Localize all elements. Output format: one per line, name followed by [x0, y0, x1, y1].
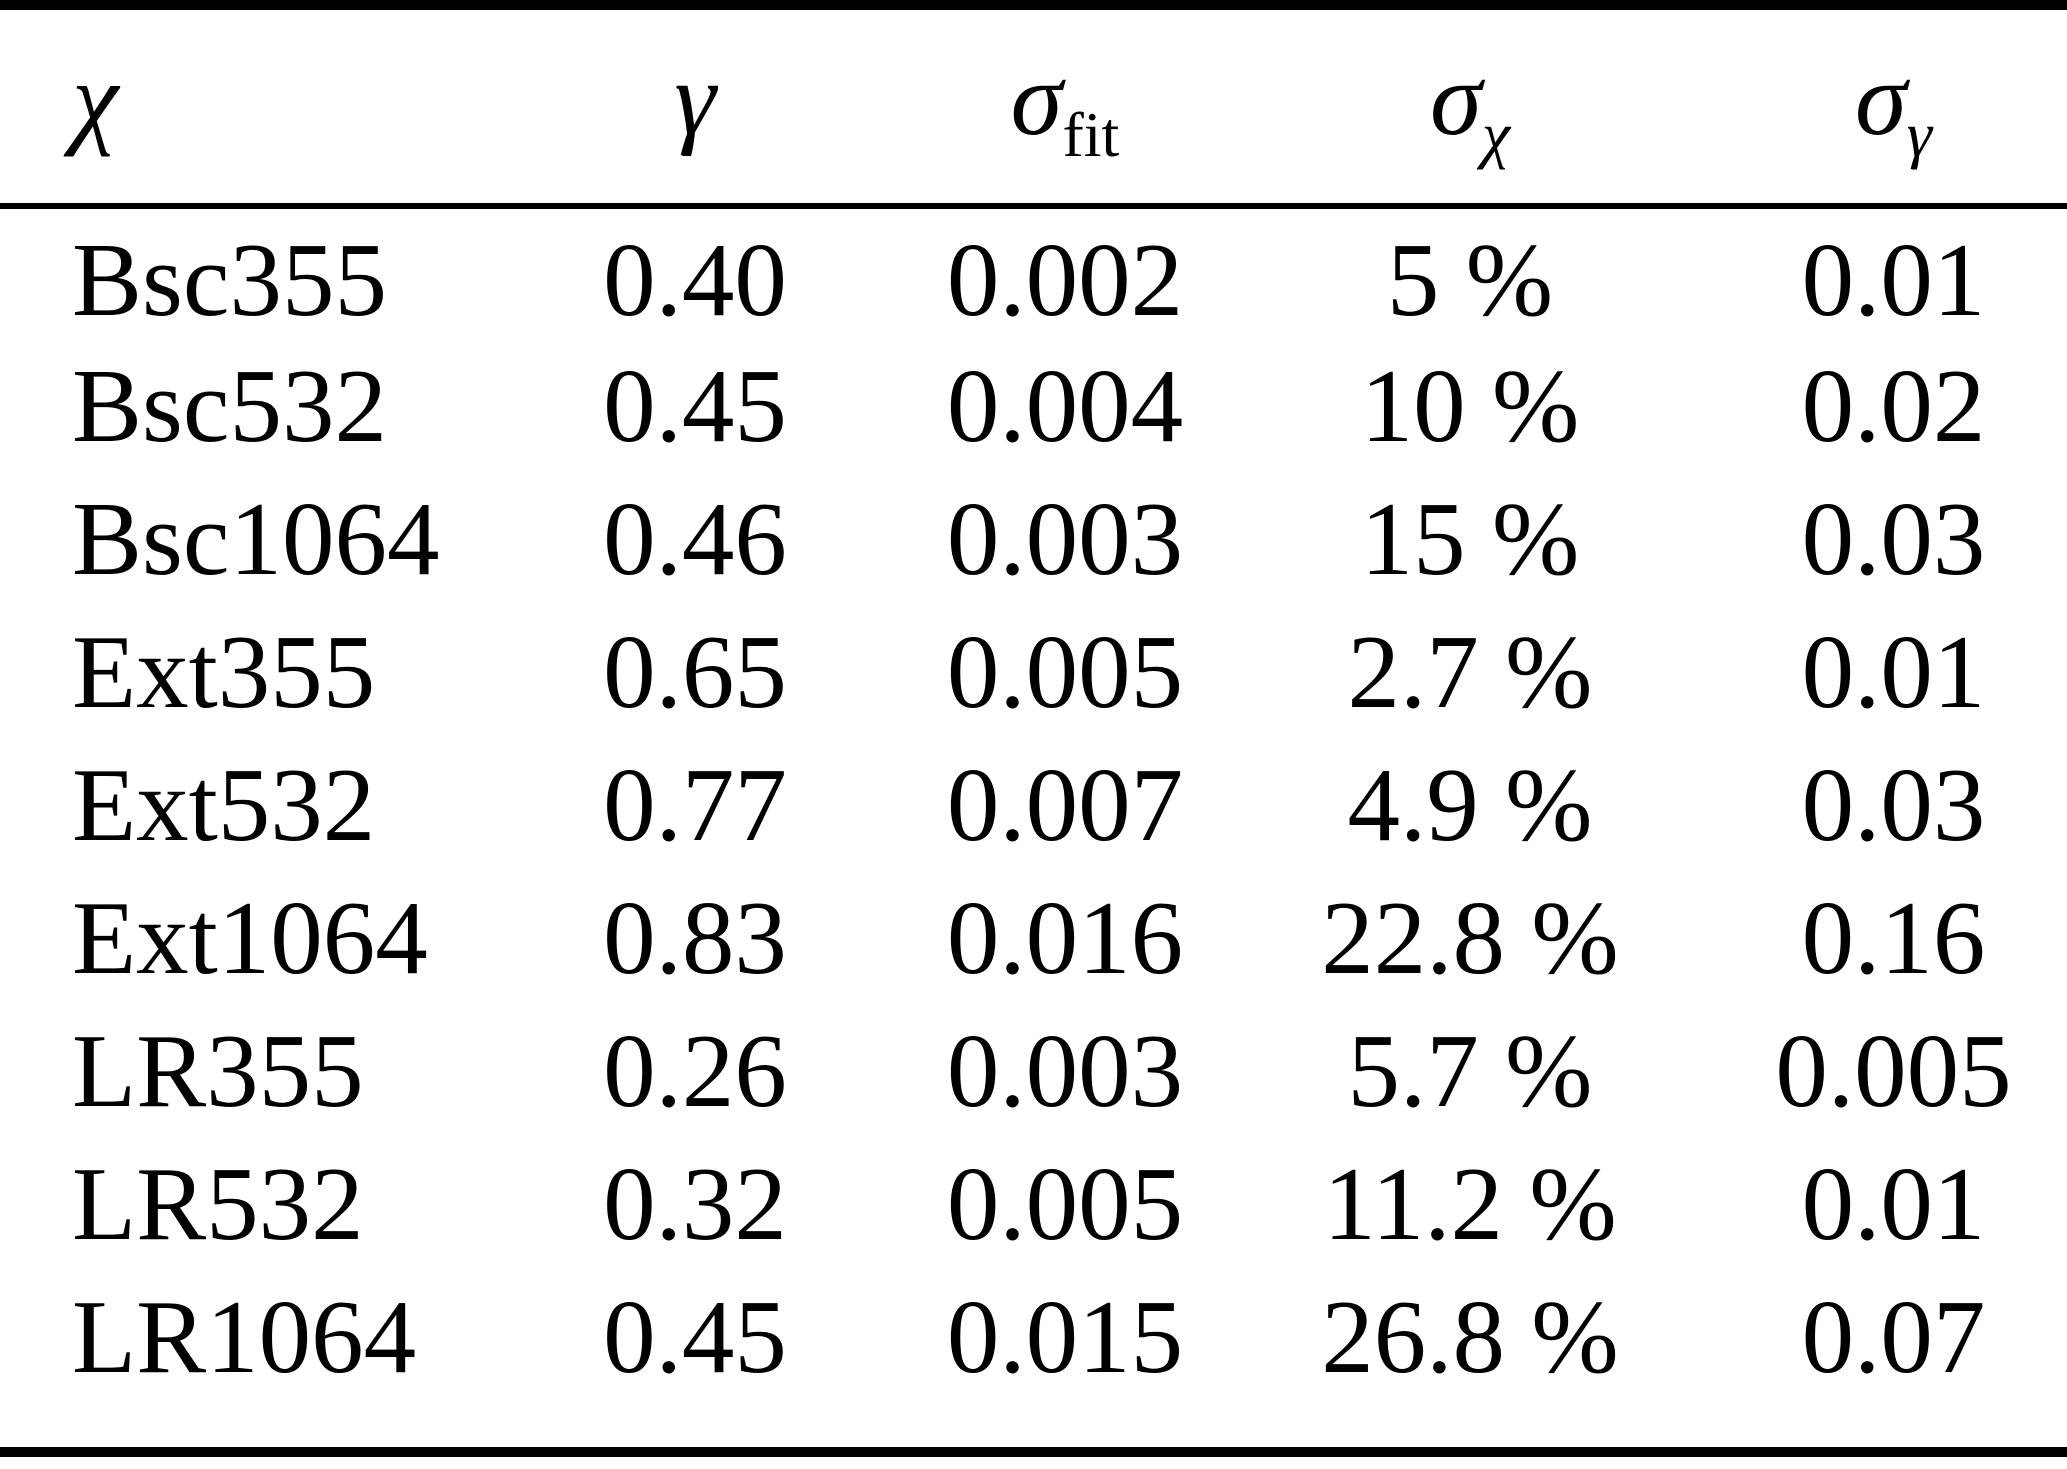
table-row: LR1064 0.45 0.015 26.8 % 0.07 [0, 1270, 2067, 1403]
table-header: χ γ σfit σχ σγ [0, 10, 2067, 206]
table-cell: 15 % [1360, 480, 1580, 597]
sigma-symbol: σ [1430, 40, 1482, 157]
row-label: Ext532 [72, 746, 376, 863]
sigma-fit-subscript: fit [1062, 99, 1120, 170]
table-row: Bsc1064 0.46 0.003 15 % 0.03 [0, 472, 2067, 605]
table-cell: 0.77 [603, 746, 787, 863]
table-row: Bsc532 0.45 0.004 10 % 0.02 [0, 339, 2067, 472]
sigma-chi-subscript: χ [1481, 99, 1510, 170]
table-cell: 0.46 [603, 480, 787, 597]
column-header-gamma: γ [480, 10, 910, 206]
table-row: LR355 0.26 0.003 5.7 % 0.005 [0, 1004, 2067, 1137]
table-row: Ext1064 0.83 0.016 22.8 % 0.16 [0, 871, 2067, 1004]
table-cell: 0.02 [1801, 347, 1986, 464]
table-cell: 0.01 [1801, 613, 1986, 730]
column-header-chi: χ [0, 10, 480, 206]
row-label: Bsc355 [72, 220, 387, 338]
table-top-rule [0, 0, 2067, 10]
row-label: LR532 [72, 1145, 364, 1262]
table-cell: 0.16 [1801, 879, 1986, 996]
table-cell: 2.7 % [1347, 613, 1593, 730]
header-row: χ γ σfit σχ σγ [0, 10, 2067, 206]
table-cell: 0.45 [603, 1278, 787, 1395]
table-bottom-rule [0, 1447, 2067, 1457]
sigma-symbol: σ [1010, 40, 1063, 157]
table-cell: 0.003 [946, 1012, 1184, 1129]
table-cell: 0.005 [946, 613, 1184, 730]
sigma-symbol: σ [1854, 40, 1907, 157]
table-row: LR532 0.32 0.005 11.2 % 0.01 [0, 1137, 2067, 1270]
column-header-sigma-gamma: σγ [1720, 10, 2067, 206]
row-label: Ext1064 [72, 879, 428, 996]
table-cell: 5 % [1386, 220, 1554, 338]
sigma-gamma-subscript: γ [1906, 99, 1932, 170]
table-cell: 4.9 % [1347, 746, 1593, 863]
table-cell: 0.83 [603, 879, 787, 996]
gamma-symbol: γ [674, 40, 716, 157]
table-cell: 0.03 [1801, 480, 1986, 597]
table-cell: 11.2 % [1323, 1145, 1617, 1262]
table-cell: 0.005 [1775, 1012, 2012, 1129]
results-table: χ γ σfit σχ σγ Bsc355 0.40 0.002 5 % 0.0… [0, 10, 2067, 1403]
table-cell: 0.003 [946, 480, 1184, 597]
chi-symbol: χ [72, 40, 119, 157]
table-cell: 0.005 [946, 1145, 1184, 1262]
column-header-sigma-chi: σχ [1220, 10, 1720, 206]
table-cell: 0.01 [1801, 220, 1986, 338]
table-cell: 0.01 [1801, 1145, 1986, 1262]
row-label: LR355 [72, 1012, 364, 1129]
table-cell: 0.016 [946, 879, 1184, 996]
table-cell: 0.007 [946, 746, 1184, 863]
table-body: Bsc355 0.40 0.002 5 % 0.01 Bsc532 0.45 0… [0, 206, 2067, 1403]
table-row: Ext355 0.65 0.005 2.7 % 0.01 [0, 605, 2067, 738]
row-label: Bsc532 [72, 347, 387, 464]
table-cell: 0.07 [1801, 1278, 1986, 1395]
table-cell: 0.32 [603, 1145, 787, 1262]
table-cell: 0.40 [603, 220, 787, 338]
row-label: Ext355 [72, 613, 376, 730]
table-cell: 26.8 % [1321, 1278, 1619, 1395]
table-row: Ext532 0.77 0.007 4.9 % 0.03 [0, 738, 2067, 871]
table-cell: 0.015 [946, 1278, 1184, 1395]
table-row: Bsc355 0.40 0.002 5 % 0.01 [0, 206, 2067, 339]
table-cell: 10 % [1360, 347, 1580, 464]
table-cell: 0.45 [603, 347, 787, 464]
table-cell: 0.26 [603, 1012, 787, 1129]
table-cell: 0.004 [946, 347, 1184, 464]
table-cell: 0.002 [946, 220, 1184, 338]
table-cell: 5.7 % [1347, 1012, 1593, 1129]
table-cell: 0.65 [603, 613, 787, 730]
row-label: LR1064 [72, 1278, 417, 1395]
row-label: Bsc1064 [72, 480, 440, 597]
table-cell: 22.8 % [1321, 879, 1619, 996]
column-header-sigma-fit: σfit [910, 10, 1220, 206]
table-cell: 0.03 [1801, 746, 1986, 863]
